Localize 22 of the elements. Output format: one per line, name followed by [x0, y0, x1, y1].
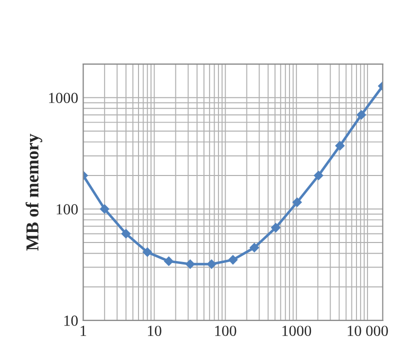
point [186, 260, 195, 269]
point [271, 223, 280, 232]
point [164, 256, 174, 266]
x-tick-label: 1000 [282, 326, 312, 336]
y-axis-title: MB of memory [26, 134, 42, 251]
point [121, 229, 131, 238]
x-tick-label: 100 [215, 326, 236, 336]
point [100, 204, 110, 214]
y-tick-label: 100 [56, 204, 78, 214]
point [250, 243, 259, 252]
point [335, 141, 345, 150]
point [142, 248, 152, 257]
point [356, 110, 366, 120]
y-tick-label: 10 [64, 316, 78, 326]
x-tick-label: 10 [148, 326, 162, 336]
point [292, 198, 302, 207]
point [228, 255, 238, 264]
point [314, 170, 324, 180]
x-tick-label: 10 000 [348, 326, 388, 336]
point [206, 260, 216, 269]
y-tick-label: 1000 [49, 92, 78, 104]
x-tick-label: 1 [80, 326, 86, 336]
